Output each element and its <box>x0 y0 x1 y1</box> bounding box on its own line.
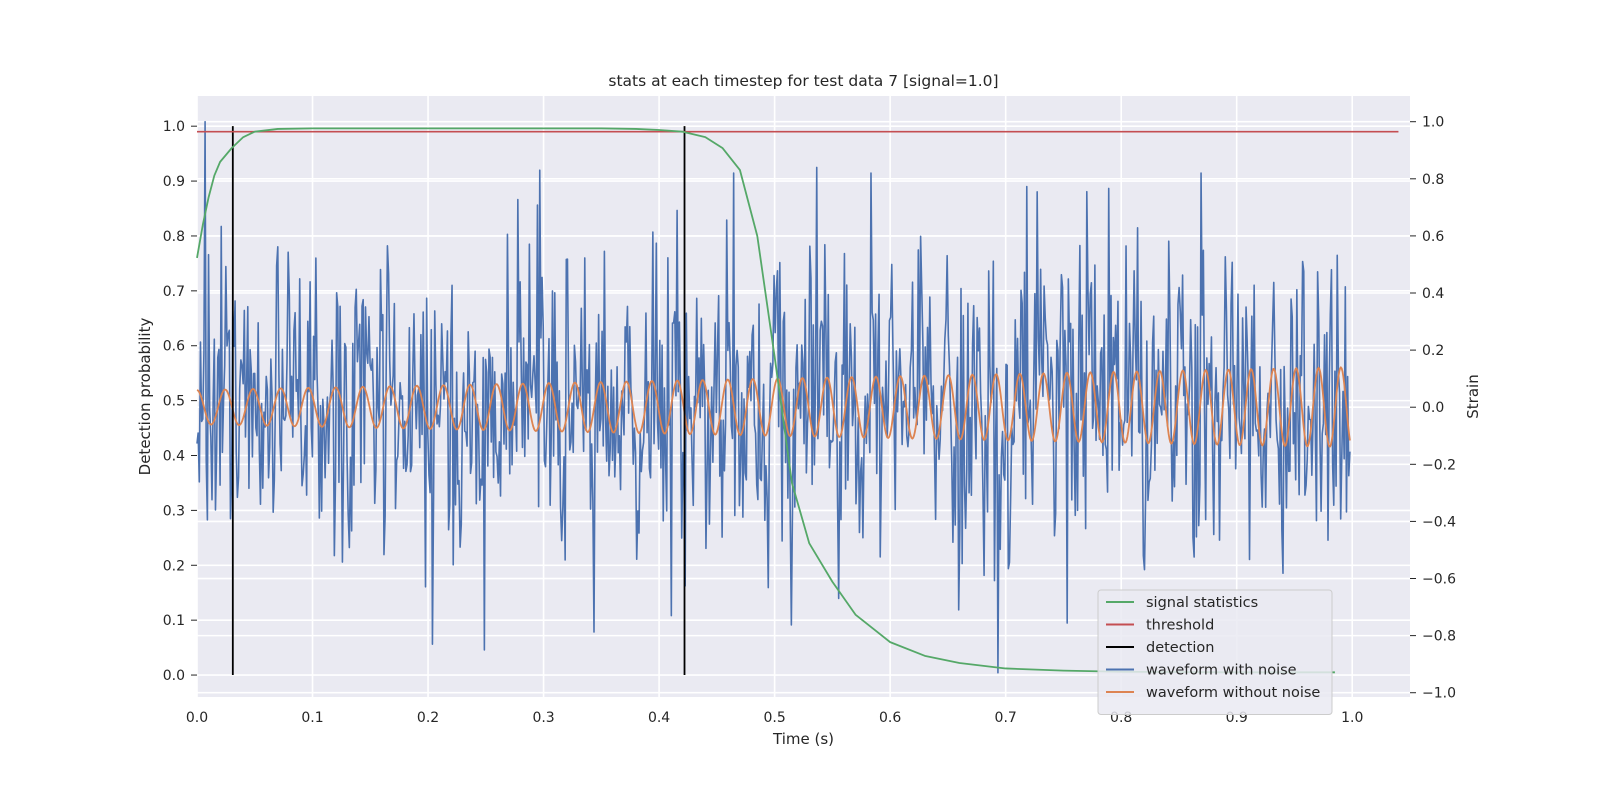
x-axis-label: Time (s) <box>772 730 834 748</box>
y-left-tick-label: 0.6 <box>163 339 185 355</box>
legend: signal statistics threshold detection wavef… <box>1097 589 1333 715</box>
y-right-tick-label: 0.0 <box>1422 400 1444 416</box>
x-tick-label: 1.0 <box>1341 710 1363 726</box>
y-left-tick-label: 0.8 <box>163 229 185 245</box>
legend-item-label: waveform without noise <box>1146 685 1320 701</box>
x-tick-label: 0.1 <box>301 710 323 726</box>
y-left-tick-label: 0.0 <box>163 668 185 684</box>
y-left-tick-label: 0.7 <box>163 284 185 300</box>
y-left-tick-label: 0.3 <box>163 503 185 519</box>
series-layer <box>196 120 1399 676</box>
y-right-tick-label: 0.8 <box>1422 172 1444 188</box>
x-tick-label: 0.3 <box>532 710 554 726</box>
x-tick-label: 0.7 <box>995 710 1017 726</box>
x-tick-label: 0.2 <box>417 710 439 726</box>
chart-title: stats at each timestep for test data 7 [… <box>608 72 998 90</box>
y-right-tick-label: 1.0 <box>1422 115 1444 131</box>
y-right-tick-label: −0.2 <box>1422 457 1456 473</box>
x-tick-label: 0.0 <box>186 710 208 726</box>
x-tick-label: 0.6 <box>879 710 901 726</box>
legend-item-label: signal statistics <box>1146 595 1258 611</box>
series-waveform-with-noise <box>196 120 1351 674</box>
y-right-tick-label: −0.8 <box>1422 629 1456 645</box>
y-left-tick-label: 1.0 <box>163 119 185 135</box>
y-right-tick-label: 0.4 <box>1422 286 1444 302</box>
y-axis-right-label: Strain <box>1464 374 1482 418</box>
y-left-tick-label: 0.4 <box>163 449 185 465</box>
legend-item-label: detection <box>1146 640 1214 656</box>
y-right-tick-label: 0.6 <box>1422 229 1444 245</box>
legend-item-label: waveform with noise <box>1146 663 1297 679</box>
x-tick-label: 0.4 <box>648 710 670 726</box>
legend-item-label: threshold <box>1146 618 1214 634</box>
y-left-tick-label: 0.1 <box>163 613 185 629</box>
series-waveform-without-noise <box>196 365 1351 448</box>
y-left-tick-label: 0.5 <box>163 394 185 410</box>
y-right-tick-label: 0.2 <box>1422 343 1444 359</box>
y-left-tick-label: 0.2 <box>163 558 185 574</box>
x-tick-label: 0.5 <box>763 710 785 726</box>
series-signal-statistics <box>196 127 1335 674</box>
y-right-tick-label: −0.4 <box>1422 514 1456 530</box>
y-left-tick-label: 0.9 <box>163 174 185 190</box>
y-axis-left-label: Detection probability <box>136 318 154 476</box>
legend-box <box>1097 589 1333 715</box>
y-right-tick-label: −0.6 <box>1422 572 1456 588</box>
y-right-tick-label: −1.0 <box>1422 686 1456 702</box>
ticks: 0.0 0.1 0.2 0.3 0.4 0.5 0.6 0.7 0.8 0.9 1.0 0.0 0.1 0… <box>163 115 1456 726</box>
